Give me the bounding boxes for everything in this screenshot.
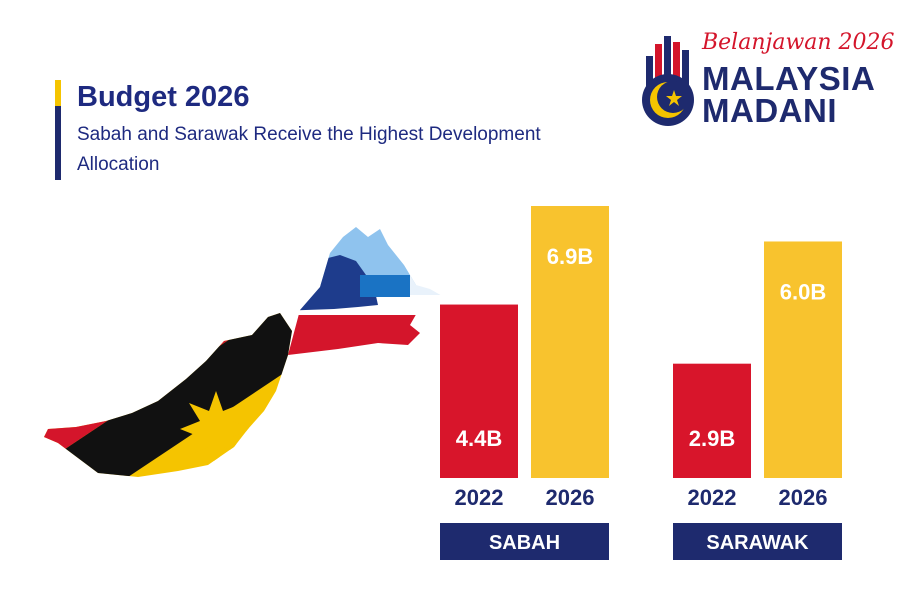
sabah-value-label-2026: 6.9B xyxy=(547,244,593,269)
logo-text-madani: MADANI xyxy=(702,92,837,129)
sabah-bar-2022 xyxy=(440,304,518,478)
header-accent-bar xyxy=(55,80,61,180)
sabah-bar-2026 xyxy=(531,206,609,478)
page-title: Budget 2026 xyxy=(77,81,250,113)
sabah-year-label-2022: 2022 xyxy=(455,485,504,510)
sarawak-year-label-2022: 2022 xyxy=(688,485,737,510)
malaysia-madani-logo: Belanjawan 2026 MALAYSIA MADANI xyxy=(640,28,895,129)
madani-emblem-icon xyxy=(642,36,694,126)
borneo-map-illustration xyxy=(44,227,444,477)
logo-text-malaysia: MALAYSIA xyxy=(702,60,876,97)
sarawak-region-badge xyxy=(673,523,842,560)
sabah-region-badge xyxy=(440,523,609,560)
sarawak-value-label-2022: 2.9B xyxy=(689,426,735,451)
sarawak-region-label: SARAWAK xyxy=(706,532,809,554)
sabah-value-label-2022: 4.4B xyxy=(456,426,502,451)
sarawak-bar-2026 xyxy=(764,241,842,478)
sarawak-year-label-2026: 2026 xyxy=(779,485,828,510)
page-subtitle: Sabah and Sarawak Receive the Highest De… xyxy=(77,124,541,175)
sarawak-bar-2022 xyxy=(673,363,751,478)
sabah-region-label: SABAH xyxy=(489,532,560,554)
sarawak-value-label-2026: 6.0B xyxy=(780,279,826,304)
logo-tagline: Belanjawan 2026 xyxy=(702,30,895,55)
sabah-year-label-2026: 2026 xyxy=(546,485,595,510)
